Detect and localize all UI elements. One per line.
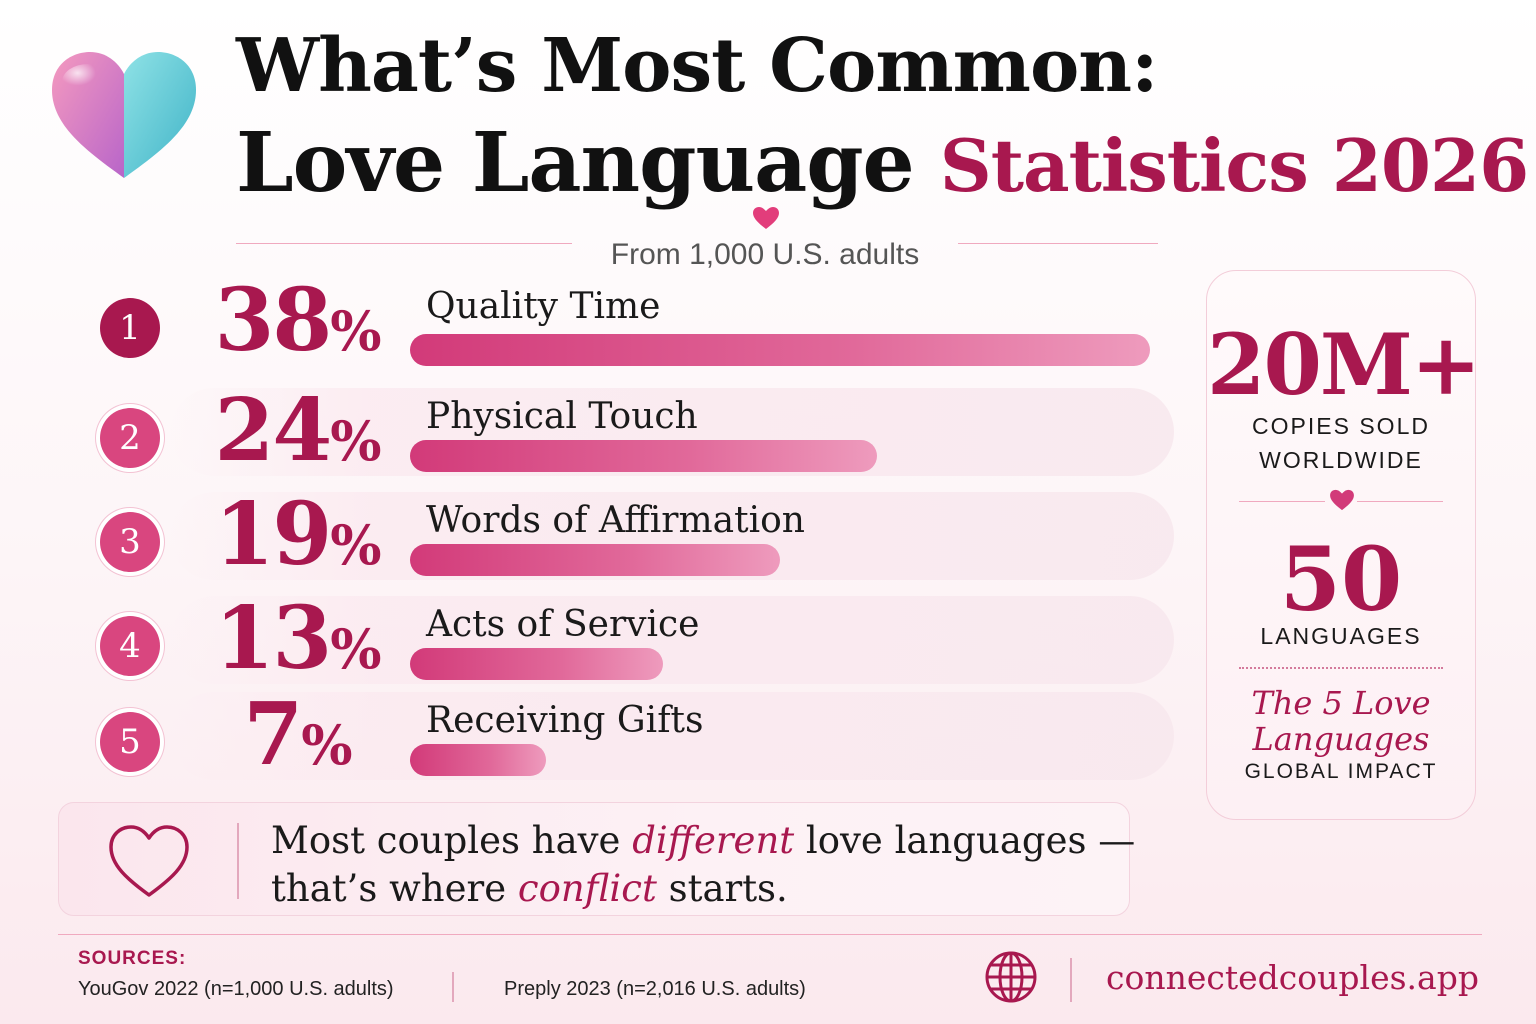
- bar: [410, 334, 1150, 366]
- bar: [410, 744, 546, 776]
- rank-badge: 2: [100, 408, 160, 468]
- heart-icon: [1330, 489, 1354, 511]
- data-label: 7%: [200, 684, 396, 785]
- chart-row: 2 24% Physical Touch: [100, 380, 1176, 481]
- copies-sold-caption-2: WORLDWIDE: [1259, 447, 1423, 473]
- callout-line-2: that’s where conflict starts.: [271, 865, 1135, 913]
- bar: [410, 544, 780, 576]
- data-label-value: 7: [243, 684, 303, 785]
- rank-badge: 1: [100, 298, 160, 358]
- panel-rule-right: [1357, 501, 1443, 502]
- bar: [410, 648, 663, 680]
- chart-row: 5 7% Receiving Gifts: [100, 684, 1176, 785]
- heart-icon: [753, 207, 779, 229]
- bar: [410, 440, 877, 472]
- chart-row: 3 19% Words of Affirmation: [100, 484, 1176, 585]
- category-label: Acts of Service: [426, 604, 700, 645]
- source-separator: [452, 972, 454, 1002]
- rank-badge: 5: [100, 712, 160, 772]
- stats-panel: 20M+ COPIES SOLD WORLDWIDE 50 LANGUAGES …: [1206, 270, 1481, 820]
- callout-text-part: Most couples have: [271, 819, 633, 862]
- callout-line-1: Most couples have different love languag…: [271, 817, 1135, 865]
- data-label: 38%: [200, 270, 396, 371]
- data-label-suffix: %: [301, 713, 353, 777]
- languages-value: 50: [1279, 527, 1403, 631]
- title-line-2: Love Language Statistics 2026: [236, 115, 1529, 211]
- title-accent: Statistics 2026: [939, 123, 1529, 208]
- callout-text-part: love languages —: [794, 819, 1136, 862]
- callout-divider: [237, 823, 239, 899]
- callout-text: Most couples have different love languag…: [271, 817, 1135, 913]
- subtitle-rule-left: [236, 243, 572, 244]
- panel-dotted-rule: [1239, 667, 1443, 669]
- category-label: Receiving Gifts: [426, 700, 704, 741]
- book-title-line-2: Languages: [1252, 720, 1430, 758]
- data-label-value: 24: [214, 380, 333, 481]
- data-label-value: 19: [214, 484, 333, 585]
- callout-accent-conflict: conflict: [517, 867, 657, 910]
- chart-row: 1 38% Quality Time: [100, 270, 1176, 371]
- title-main: Love Language: [236, 115, 915, 211]
- row-background: [170, 596, 1174, 684]
- rank-badge: 4: [100, 616, 160, 676]
- subtitle: From 1,000 U.S. adults: [610, 238, 920, 271]
- chart-row: 4 13% Acts of Service: [100, 588, 1176, 689]
- data-label-suffix: %: [330, 513, 382, 577]
- copies-sold-value: 20M+: [1207, 315, 1481, 414]
- website-link[interactable]: connectedcouples.app: [1106, 958, 1479, 997]
- copies-sold-caption-1: COPIES SOLD: [1252, 413, 1430, 439]
- heart-logo-icon: [52, 52, 196, 178]
- data-label-suffix: %: [330, 409, 382, 473]
- title-line-1: What’s Most Common:: [236, 23, 1158, 109]
- data-label-suffix: %: [330, 299, 382, 363]
- callout-text-part: starts.: [656, 867, 788, 910]
- data-label: 19%: [200, 484, 396, 585]
- sources-heading: SOURCES:: [78, 948, 187, 969]
- data-label-value: 13: [214, 588, 333, 689]
- languages-caption: LANGUAGES: [1260, 623, 1422, 649]
- footer-rule: [58, 934, 1482, 935]
- data-label: 24%: [200, 380, 396, 481]
- rank-badge: 3: [100, 512, 160, 572]
- row-background: [170, 692, 1174, 780]
- source-preply: Preply 2023 (n=2,016 U.S. adults): [504, 978, 806, 1000]
- category-label: Words of Affirmation: [426, 500, 805, 541]
- heart-outline-icon: [109, 825, 189, 897]
- data-label: 13%: [200, 588, 396, 689]
- subtitle-rule-right: [958, 243, 1158, 244]
- book-title-line-1: The 5 Love: [1251, 684, 1431, 722]
- panel-rule-left: [1239, 501, 1325, 502]
- data-label-suffix: %: [330, 617, 382, 681]
- data-label-value: 38: [214, 270, 333, 371]
- category-label: Physical Touch: [426, 396, 698, 437]
- source-yougov: YouGov 2022 (n=1,000 U.S. adults): [78, 978, 394, 1000]
- global-impact-caption: GLOBAL IMPACT: [1244, 760, 1438, 783]
- callout-box: Most couples have different love languag…: [58, 802, 1135, 916]
- category-label: Quality Time: [426, 286, 661, 327]
- website-separator: [1070, 958, 1072, 1002]
- callout-text-part: that’s where: [271, 867, 518, 910]
- callout-accent-different: different: [632, 819, 795, 862]
- globe-icon[interactable]: [984, 950, 1038, 1004]
